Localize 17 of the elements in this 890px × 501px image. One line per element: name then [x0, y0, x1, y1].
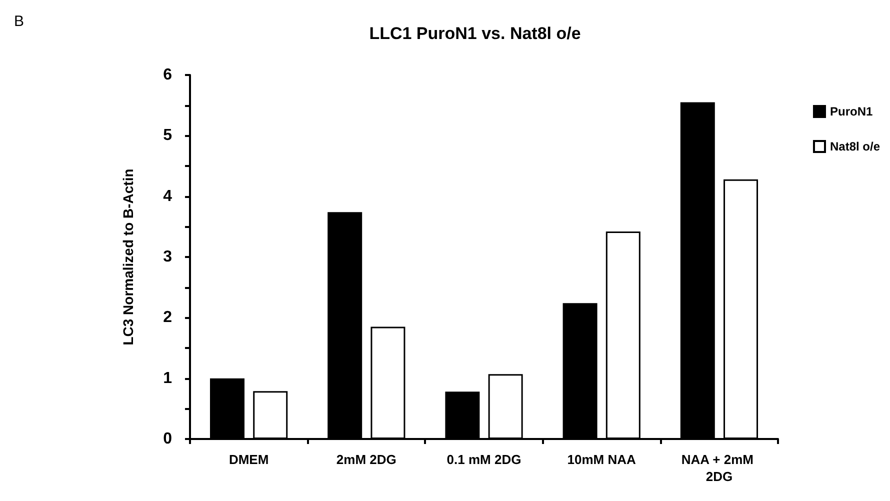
- y-tick-label: 4: [163, 188, 172, 205]
- legend-label: Nat8l o/e: [830, 140, 880, 154]
- y-axis-title: LC3 Normalized to B-Actin: [120, 168, 136, 346]
- y-tick-label: 2: [163, 309, 172, 326]
- x-tick-label: NAA + 2mM 2DG: [681, 452, 758, 484]
- y-tick-label: 5: [163, 127, 172, 144]
- x-tick-label: DMEM: [228, 452, 269, 467]
- y-tick-label: 3: [163, 248, 172, 266]
- legend-label: PuroN1: [830, 104, 873, 118]
- y-tick-label: 1: [163, 370, 172, 387]
- y-tick-label: 0: [163, 430, 172, 448]
- chart-title: LLC1 PuroN1 vs. Nat8l o/e: [369, 24, 581, 43]
- x-tick-label: 0.1 mM 2DG: [446, 452, 522, 467]
- x-tick-label: 2mM 2DG: [336, 452, 396, 467]
- text: B: [14, 13, 24, 30]
- y-tick-label: 6: [163, 66, 172, 84]
- x-tick-label: 10mM NAA: [567, 452, 637, 467]
